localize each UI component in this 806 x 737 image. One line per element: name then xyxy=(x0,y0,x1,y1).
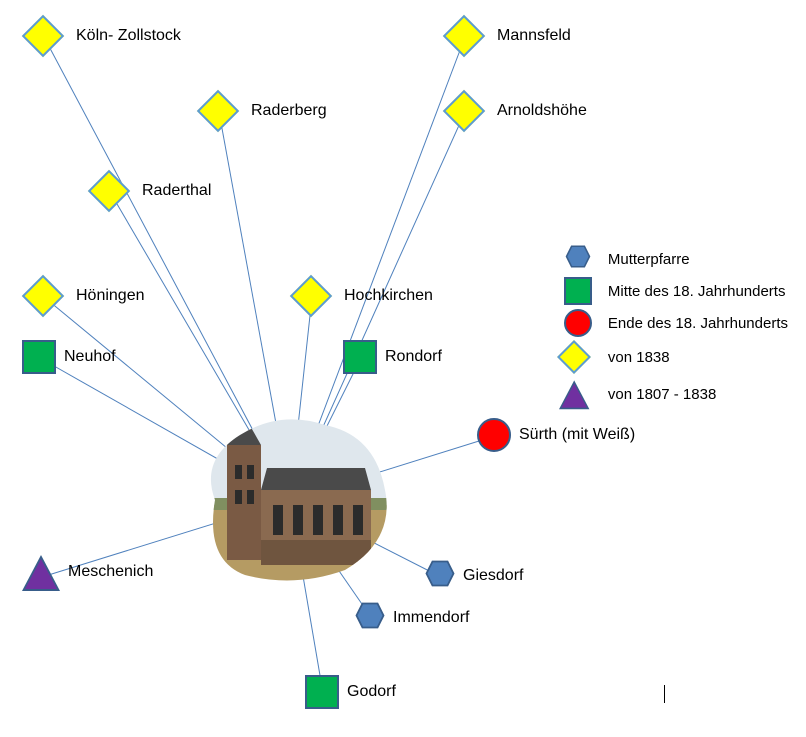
node-label: Godorf xyxy=(347,683,396,701)
legend-row: von 1838 xyxy=(558,341,788,373)
triangle-icon xyxy=(559,380,589,407)
node-surth: Sürth (mit Weiß) xyxy=(477,418,635,452)
diamond-icon xyxy=(443,90,485,132)
diamond-icon xyxy=(197,90,239,132)
node-rondorf: Rondorf xyxy=(343,340,442,374)
node-hochkirchen: Hochkirchen xyxy=(290,275,433,317)
triangle-icon xyxy=(22,555,60,589)
node-raderberg: Raderberg xyxy=(197,90,327,132)
node-label: Neuhof xyxy=(64,348,116,366)
node-label: Raderberg xyxy=(251,102,327,120)
node-label: Giesdorf xyxy=(463,567,523,585)
node-label: Köln- Zollstock xyxy=(76,27,181,45)
node-arnoldshohe: Arnoldshöhe xyxy=(443,90,587,132)
node-label: Arnoldshöhe xyxy=(497,102,587,120)
square-icon xyxy=(564,277,592,305)
diamond-icon xyxy=(22,15,64,57)
hexagon-icon xyxy=(425,560,455,592)
text-cursor xyxy=(664,685,665,703)
node-label: Rondorf xyxy=(385,348,442,366)
square-icon xyxy=(22,340,56,374)
diamond-icon xyxy=(443,15,485,57)
legend-label: Ende des 18. Jahrhunderts xyxy=(608,315,788,332)
node-koln-zollstock: Köln- Zollstock xyxy=(22,15,181,57)
legend-label: von 1838 xyxy=(608,349,670,366)
legend-row: von 1807 - 1838 xyxy=(558,377,788,411)
node-immendorf: Immendorf xyxy=(355,602,469,634)
legend-label: Mutterpfarre xyxy=(608,251,690,268)
node-label: Meschenich xyxy=(68,563,153,581)
node-godorf: Godorf xyxy=(305,675,396,709)
node-raderthal: Raderthal xyxy=(88,170,211,212)
diamond-icon xyxy=(290,275,332,317)
node-label: Raderthal xyxy=(142,182,211,200)
square-icon xyxy=(343,340,377,374)
node-mannsfeld: Mannsfeld xyxy=(443,15,571,57)
node-label: Höningen xyxy=(76,287,145,305)
legend-label: Mitte des 18. Jahrhunderts xyxy=(608,283,786,300)
legend-row: Mitte des 18. Jahrhunderts xyxy=(558,277,788,305)
circle-icon xyxy=(564,309,592,337)
church-image xyxy=(185,410,395,590)
node-giesdorf: Giesdorf xyxy=(425,560,523,592)
node-meschenich: Meschenich xyxy=(22,555,153,589)
legend-row: Ende des 18. Jahrhunderts xyxy=(558,309,788,337)
hexagon-icon xyxy=(355,602,385,634)
legend-row: Mutterpfarre xyxy=(558,245,788,273)
circle-icon xyxy=(477,418,511,452)
node-label: Mannsfeld xyxy=(497,27,571,45)
node-label: Sürth (mit Weiß) xyxy=(519,426,635,444)
diamond-icon xyxy=(557,340,591,374)
node-label: Hochkirchen xyxy=(344,287,433,305)
legend-label: von 1807 - 1838 xyxy=(608,386,716,403)
square-icon xyxy=(305,675,339,709)
hexagon-icon xyxy=(565,245,591,273)
legend: Mutterpfarre Mitte des 18. Jahrhunderts En… xyxy=(558,245,788,415)
node-honingen: Höningen xyxy=(22,275,145,317)
node-label: Immendorf xyxy=(393,609,469,627)
diamond-icon xyxy=(88,170,130,212)
node-neuhof: Neuhof xyxy=(22,340,116,374)
diamond-icon xyxy=(22,275,64,317)
